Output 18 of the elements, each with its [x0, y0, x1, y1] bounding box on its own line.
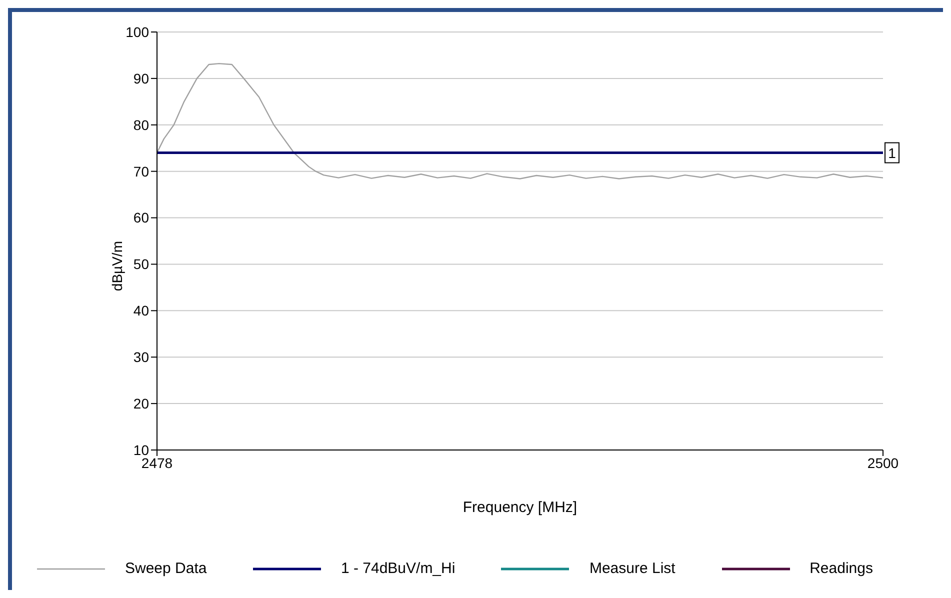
- y-tick-label: 60: [133, 210, 150, 226]
- y-tick-label: 50: [133, 256, 150, 272]
- legend-label: Measure List: [589, 560, 676, 577]
- line-series: [157, 62, 883, 180]
- x-tick-label: 2500: [867, 454, 899, 471]
- legend-label: Sweep Data: [125, 560, 207, 577]
- y-tick-label: 30: [133, 349, 150, 366]
- legend-label: Readings: [810, 560, 873, 577]
- annotation: 1: [888, 144, 896, 161]
- y-tick-label: 70: [133, 163, 150, 180]
- x-axis-title: Frequency [MHz]: [462, 499, 578, 516]
- y-tick-label: 80: [133, 116, 150, 133]
- y-tick-label: 100: [126, 24, 150, 40]
- y-tick-label: 90: [133, 70, 150, 86]
- y-axis-title: dBµV/m: [108, 241, 125, 292]
- y-tick-label: 20: [133, 396, 150, 412]
- legend-label: 1 - 74dBuV/m_Hi: [340, 560, 456, 577]
- y-tick-label: 40: [133, 302, 150, 319]
